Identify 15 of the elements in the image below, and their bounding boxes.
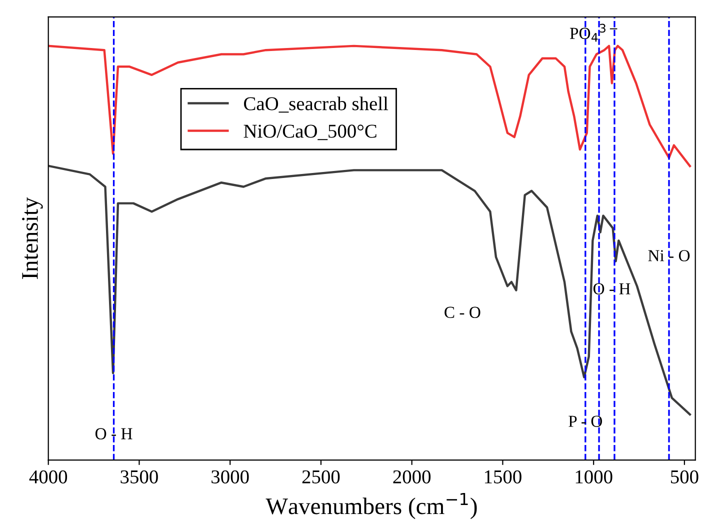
x-tick-label: 500 xyxy=(671,470,698,484)
y-axis-title: Intensity xyxy=(22,197,43,279)
x-tick-label: 1000 xyxy=(576,470,612,484)
annotation: Ni - O xyxy=(648,250,690,262)
x-tick-label: 2500 xyxy=(302,470,340,484)
annotation: C - O xyxy=(444,306,480,318)
x-tick-label: 3500 xyxy=(120,470,158,484)
legend-label: CaO_seacrab shell xyxy=(244,96,388,113)
annotation: O - H xyxy=(95,428,132,440)
x-tick-label: 2000 xyxy=(393,470,431,484)
x-tick-label: 3000 xyxy=(212,470,249,484)
x-axis-title: Wavenumbers (cm$^{−1}$) xyxy=(266,492,477,520)
x-tick-label: 4000 xyxy=(29,470,68,484)
legend-label: NiO/CaO_500°C xyxy=(244,124,376,140)
x-tick-label: 1500 xyxy=(484,470,522,484)
